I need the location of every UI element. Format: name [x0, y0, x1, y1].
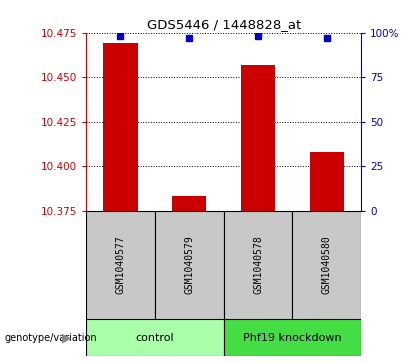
- Bar: [241, 65, 275, 211]
- Text: GSM1040580: GSM1040580: [322, 236, 332, 294]
- Text: control: control: [136, 333, 174, 343]
- Text: GSM1040578: GSM1040578: [253, 236, 263, 294]
- FancyBboxPatch shape: [155, 211, 224, 319]
- FancyBboxPatch shape: [224, 319, 361, 356]
- FancyBboxPatch shape: [86, 211, 155, 319]
- Text: Phf19 knockdown: Phf19 knockdown: [243, 333, 342, 343]
- Text: GSM1040577: GSM1040577: [116, 236, 126, 294]
- Title: GDS5446 / 1448828_at: GDS5446 / 1448828_at: [147, 19, 301, 32]
- Bar: [310, 152, 344, 211]
- Text: GSM1040579: GSM1040579: [184, 236, 194, 294]
- FancyBboxPatch shape: [224, 211, 292, 319]
- Text: ▶: ▶: [62, 331, 72, 344]
- FancyBboxPatch shape: [292, 211, 361, 319]
- Bar: [103, 43, 138, 211]
- FancyBboxPatch shape: [86, 319, 224, 356]
- Bar: [172, 196, 207, 211]
- Text: genotype/variation: genotype/variation: [4, 333, 97, 343]
